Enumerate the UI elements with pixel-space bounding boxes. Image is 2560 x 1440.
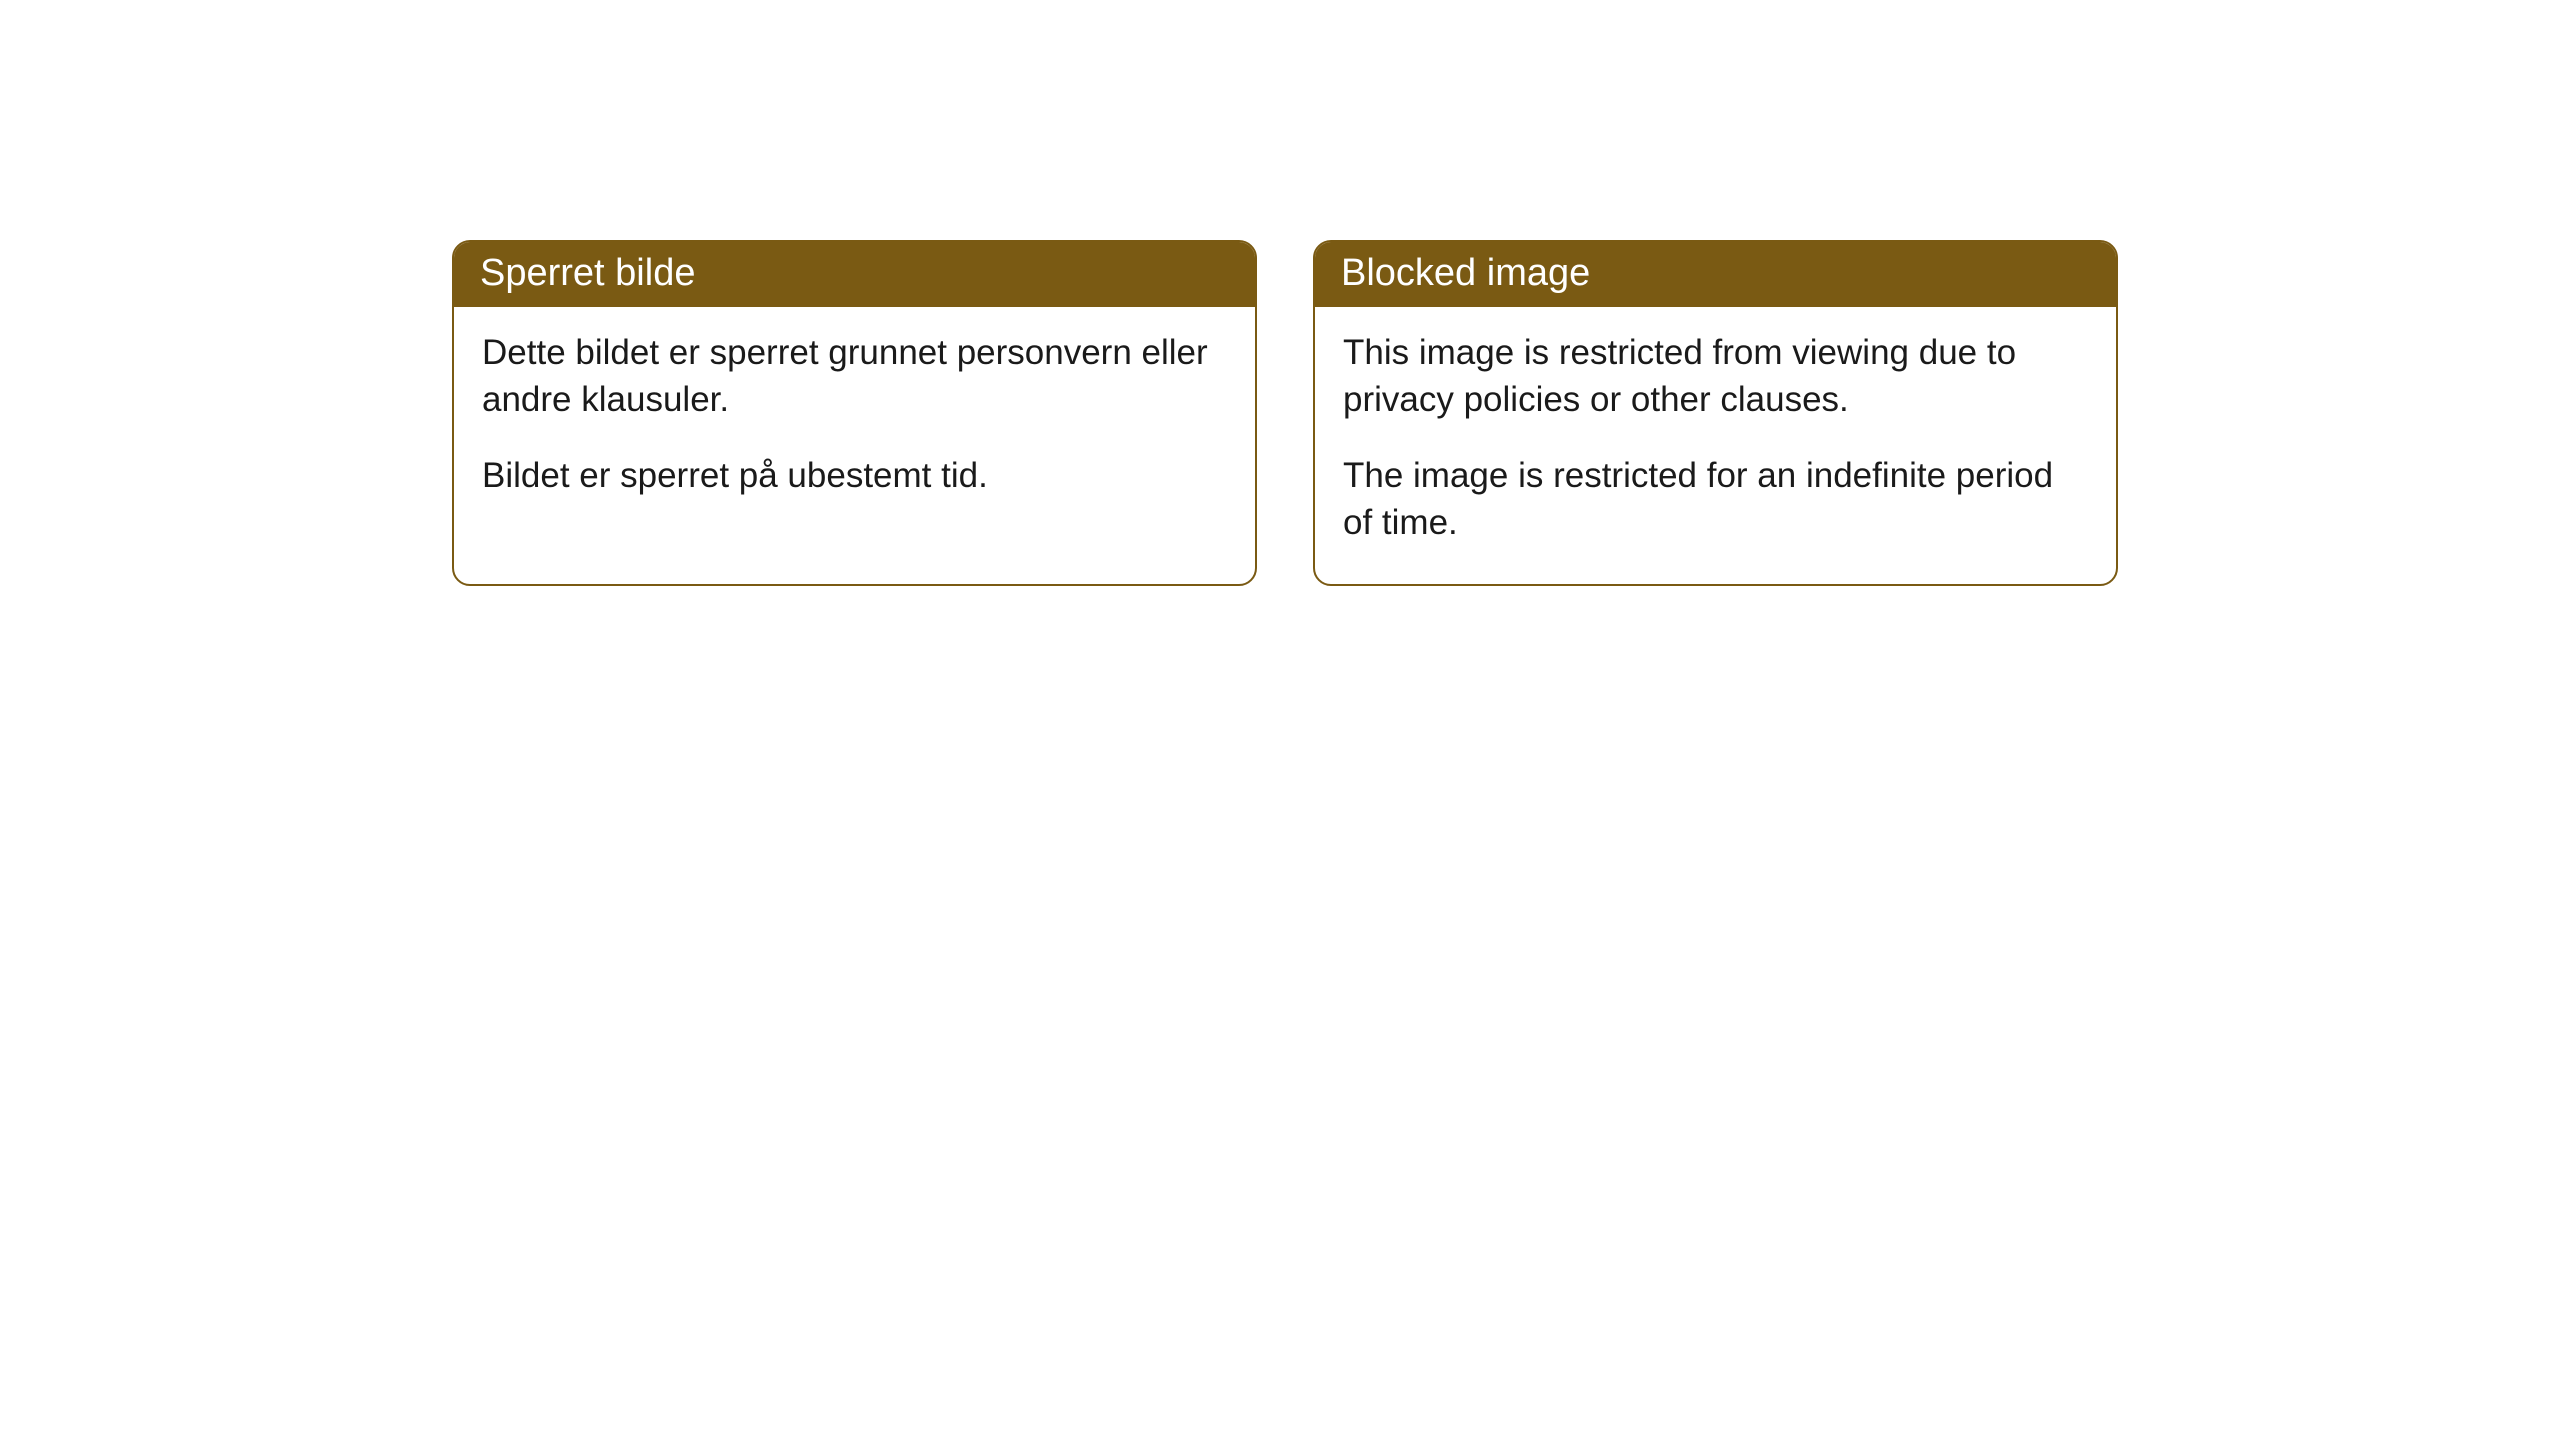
blocked-image-card-english: Blocked image This image is restricted f… <box>1313 240 2118 586</box>
card-header: Sperret bilde <box>454 242 1255 307</box>
card-paragraph-2: The image is restricted for an indefinit… <box>1343 452 2088 547</box>
card-body: This image is restricted from viewing du… <box>1315 307 2116 584</box>
card-paragraph-2: Bildet er sperret på ubestemt tid. <box>482 452 1227 499</box>
card-title: Blocked image <box>1341 252 1590 294</box>
notice-cards-container: Sperret bilde Dette bildet er sperret gr… <box>0 0 2560 586</box>
card-body: Dette bildet er sperret grunnet personve… <box>454 307 1255 537</box>
card-title: Sperret bilde <box>480 252 695 294</box>
blocked-image-card-norwegian: Sperret bilde Dette bildet er sperret gr… <box>452 240 1257 586</box>
card-paragraph-1: This image is restricted from viewing du… <box>1343 329 2088 424</box>
card-header: Blocked image <box>1315 242 2116 307</box>
card-paragraph-1: Dette bildet er sperret grunnet personve… <box>482 329 1227 424</box>
